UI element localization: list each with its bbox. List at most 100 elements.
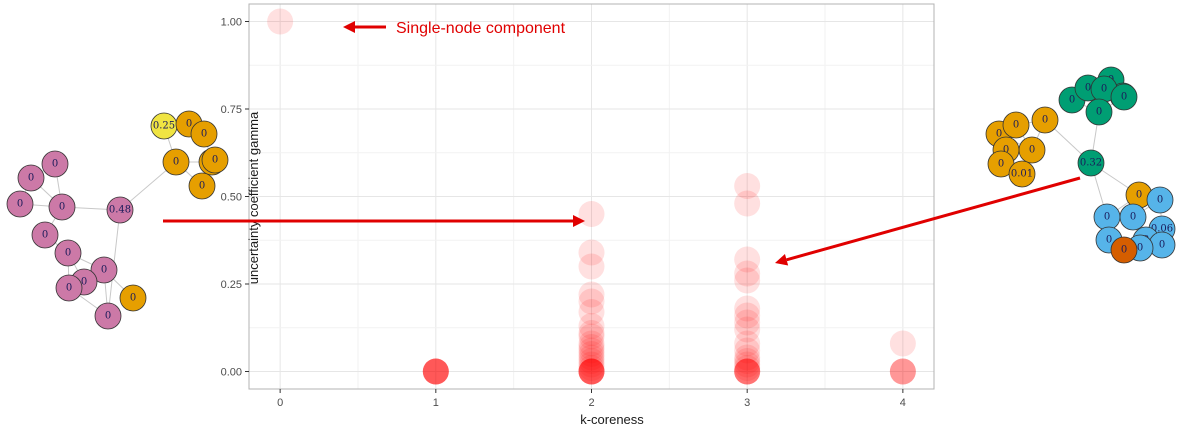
single-node-annotation: Single-node component: [396, 20, 566, 37]
data-point: [889, 330, 916, 357]
right-net-node-circle: [1077, 149, 1105, 177]
right-net-node-circle: [1002, 111, 1030, 139]
left-net-node: 0: [162, 148, 190, 176]
right-net-node-label: 0: [1157, 195, 1163, 206]
left-net-node: 0: [94, 302, 122, 330]
left-net-node: 0: [90, 256, 118, 284]
right-net-node: 0.01: [1008, 160, 1036, 188]
left-net-node-circle: [6, 190, 34, 218]
right-net-node-label: 0: [1121, 245, 1127, 256]
data-point: [889, 358, 916, 385]
data-point: [578, 313, 605, 339]
right-net-node: 0: [1002, 111, 1030, 139]
right-net-node-label: 0: [1085, 83, 1091, 94]
data-point: [422, 358, 449, 385]
left-net-node-label: 0: [52, 159, 58, 170]
left-net-node: 0: [119, 284, 147, 312]
left-net-node-label: 0: [17, 199, 23, 210]
y-tick-label: 1.00: [221, 17, 242, 29]
right-net-node-label: 0: [1121, 92, 1127, 103]
left-net-node-label: 0: [212, 155, 218, 166]
left-net-node-label: 0: [28, 173, 34, 184]
right-net-node-circle: [1085, 98, 1113, 126]
axis-ticks: 0 1 2 3 4 0.00 0.25 0.50 0.75 1.00: [221, 17, 906, 410]
right-net-node-label: 0.01: [1011, 169, 1033, 180]
right-net-node-circle: [1119, 203, 1147, 231]
left-net-node-circle: [41, 150, 69, 178]
data-point: [422, 358, 449, 385]
right-net-node-label: 0: [1096, 107, 1102, 118]
data-point: [734, 348, 761, 374]
data-point: [578, 337, 605, 364]
right-net-node-circle: [1146, 186, 1174, 214]
left-net-node-label: 0: [130, 293, 136, 304]
left-net-node-circle: [94, 302, 122, 330]
single-node-arrow: [343, 21, 386, 33]
data-point: [734, 355, 761, 381]
right-net-node-circle: [1031, 106, 1059, 134]
y-tick-label: 0.50: [221, 192, 242, 204]
left-net-node: 0.25: [150, 112, 178, 140]
y-axis-title: uncertainty coefficient gamma: [246, 111, 261, 284]
data-point: [578, 351, 605, 378]
data-point: [734, 358, 761, 385]
left-net-node-circle: [190, 120, 218, 148]
x-axis-title: k-coreness: [580, 412, 644, 427]
data-point: [889, 358, 916, 385]
right-net-node: 0: [1119, 203, 1147, 231]
data-point: [422, 358, 449, 385]
x-tick-label: 2: [588, 397, 594, 409]
left-net-node-label: 0: [65, 248, 71, 259]
data-point: [578, 358, 605, 385]
left-net-node-label: 0.48: [109, 205, 131, 216]
right-net-node: 0: [1110, 83, 1138, 111]
left-net-node-circle: [119, 284, 147, 312]
right-net-node-circle: [1110, 236, 1138, 264]
left-net-node-circle: [90, 256, 118, 284]
left-network-arrow: [163, 215, 585, 227]
left-net-node-label: 0: [199, 181, 205, 192]
y-tick-label: 0.00: [221, 367, 242, 379]
data-point: [578, 299, 605, 325]
right-net-node-label: 0.06: [1151, 224, 1173, 235]
left-net-node-label: 0: [173, 157, 179, 168]
x-tick-label: 0: [277, 397, 283, 409]
right-network-arrow: [775, 176, 1081, 266]
data-point: [422, 358, 449, 385]
data-point: [734, 302, 761, 329]
left-net-node: 0: [54, 239, 82, 267]
left-net-node: 0: [6, 190, 34, 218]
data-point: [578, 358, 605, 385]
left-net-node: 0: [55, 274, 83, 302]
left-net-node-label: 0: [186, 119, 192, 130]
data-point: [734, 309, 761, 336]
data-point: [267, 8, 294, 35]
data-point: [578, 358, 605, 385]
data-point: [578, 358, 605, 385]
left-net-node-circle: [201, 146, 229, 174]
right-net-node: 0: [987, 150, 1015, 178]
data-point: [734, 295, 761, 322]
right-net-node-label: 0.32: [1080, 158, 1102, 169]
left-net-node-circle: [55, 274, 83, 302]
right-net-node: 0: [1110, 236, 1138, 264]
right-net-node-label: 0: [1069, 95, 1075, 106]
x-tick-label: 4: [900, 397, 906, 409]
left-net-node: 0: [41, 150, 69, 178]
data-point: [578, 253, 605, 280]
x-tick-label: 1: [433, 397, 439, 409]
right-net-node-label: 0: [1159, 240, 1165, 251]
data-point: [734, 351, 761, 378]
right-net-node: 0.32: [1077, 149, 1105, 177]
data-point: [578, 358, 605, 385]
data-point: [422, 358, 449, 385]
right-net-node: 0: [1031, 106, 1059, 134]
data-point: [578, 201, 605, 227]
right-net-node-label: 0: [1136, 190, 1142, 201]
data-point: [422, 358, 449, 385]
left-net-node: 0: [48, 193, 76, 221]
right-net-node-label: 0: [1101, 84, 1107, 95]
data-point: [578, 334, 605, 360]
